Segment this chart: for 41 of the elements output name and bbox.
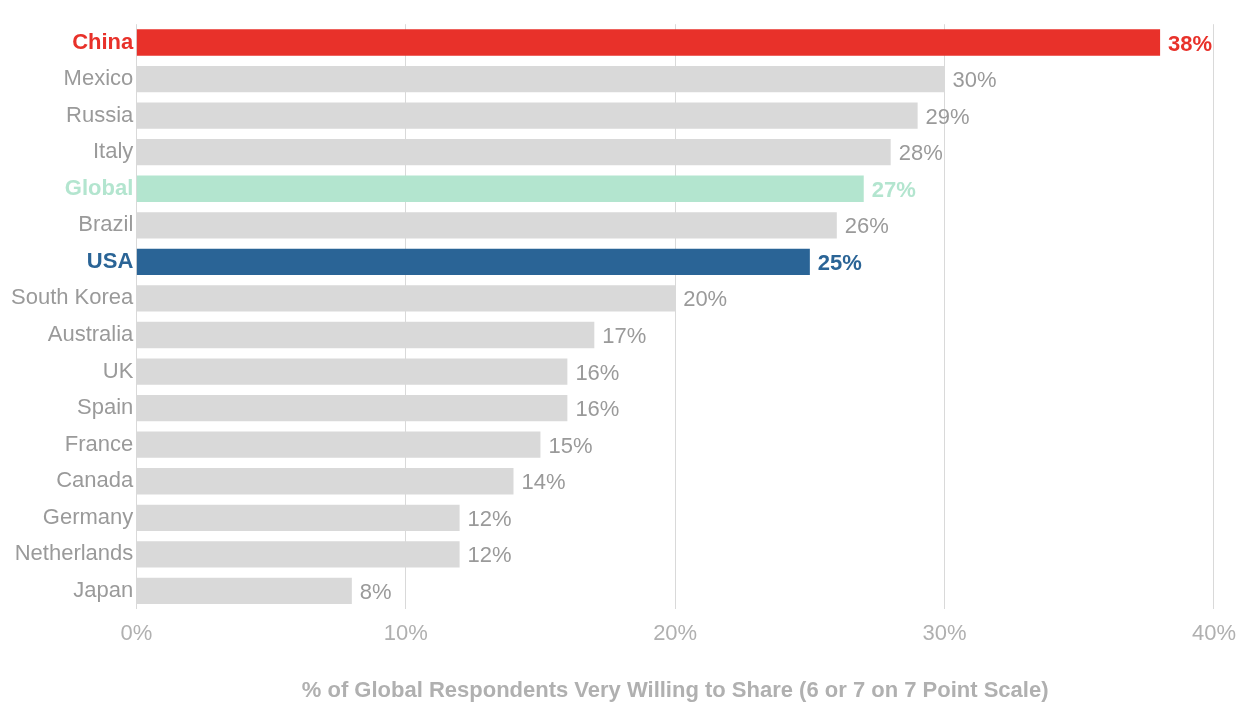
- x-tick-label: 0%: [120, 620, 153, 646]
- bar: [136, 175, 864, 202]
- data-label: 25%: [817, 249, 862, 275]
- y-tick-label: Global: [64, 174, 134, 200]
- y-tick-label: China: [72, 28, 135, 54]
- data-label: 15%: [548, 432, 593, 458]
- data-label: 14%: [521, 469, 566, 495]
- data-label: 12%: [467, 542, 512, 568]
- y-tick-label: Mexico: [63, 65, 134, 91]
- x-tick-label: 10%: [383, 620, 428, 646]
- data-label: 30%: [952, 67, 997, 93]
- data-label: 26%: [844, 213, 889, 239]
- data-label: 16%: [575, 359, 620, 385]
- y-tick-label: South Korea: [11, 284, 135, 310]
- x-tick-label: 20%: [653, 620, 698, 646]
- y-tick-label: Netherlands: [14, 540, 134, 566]
- x-axis-title: % of Global Respondents Very Willing to Share (6 or 7 on 7 Point Scale): [301, 676, 1049, 702]
- data-label: 16%: [575, 396, 620, 422]
- x-tick-label: 30%: [922, 620, 967, 646]
- y-tick-label: Germany: [42, 503, 134, 529]
- data-label: 12%: [467, 505, 512, 531]
- bar: [136, 29, 1161, 56]
- y-tick-label: Brazil: [78, 211, 134, 237]
- y-tick-label: Australia: [47, 321, 135, 347]
- data-label: 27%: [871, 176, 916, 202]
- data-label: 38%: [1168, 30, 1213, 56]
- data-label: 29%: [925, 103, 970, 129]
- data-label: 20%: [683, 286, 728, 312]
- y-tick-label: Spain: [77, 394, 134, 420]
- y-tick-label: Italy: [92, 138, 134, 164]
- y-tick-label: USA: [86, 247, 134, 273]
- x-tick-label: 40%: [1191, 620, 1237, 646]
- data-label: 8%: [359, 578, 392, 604]
- y-tick-label: UK: [102, 357, 134, 383]
- y-tick-label: France: [64, 430, 134, 456]
- y-tick-label: Canada: [56, 467, 135, 493]
- data-label: 17%: [602, 323, 647, 349]
- data-label: 28%: [898, 140, 943, 166]
- y-tick-label: Japan: [73, 576, 134, 602]
- y-tick-label: Russia: [66, 101, 135, 127]
- bar: [136, 248, 810, 276]
